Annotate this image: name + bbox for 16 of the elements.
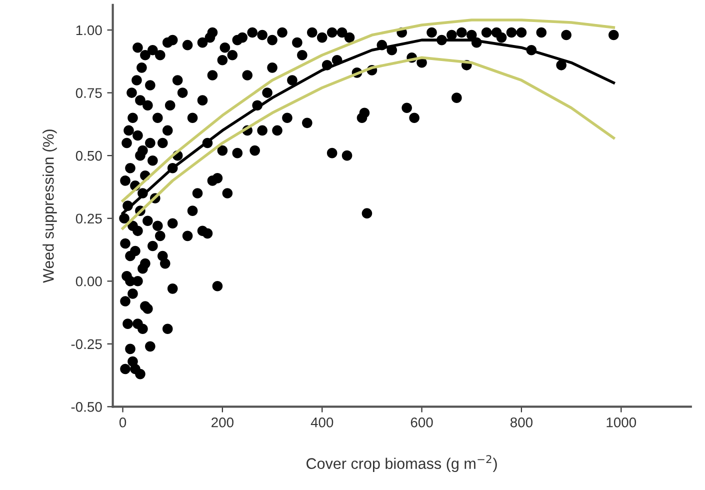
y-tick-label: -0.50 (71, 402, 102, 412)
y-tick-label: -0.25 (71, 339, 102, 350)
y-axis-title: Weed suppression (%) (42, 130, 57, 283)
line-series (121, 56, 616, 230)
y-tick-label: 0.00 (76, 276, 102, 286)
y-tick-label: 0.50 (76, 150, 102, 161)
y-tick-label: 0.75 (76, 88, 102, 98)
x-axis-title: Cover crop biomass (g m$^{−2}$) (306, 455, 497, 472)
x-tick-label: 800 (510, 417, 532, 428)
x-tick-label: 1000 (606, 417, 636, 428)
y-tick-label: 0.25 (76, 214, 102, 224)
x-tick-label: 200 (212, 417, 234, 428)
x-tick-label: 600 (410, 417, 433, 428)
x-tick-label: 0 (119, 417, 126, 428)
y-tick-label: 1.00 (76, 25, 102, 36)
x-tick-label: 400 (310, 417, 334, 428)
